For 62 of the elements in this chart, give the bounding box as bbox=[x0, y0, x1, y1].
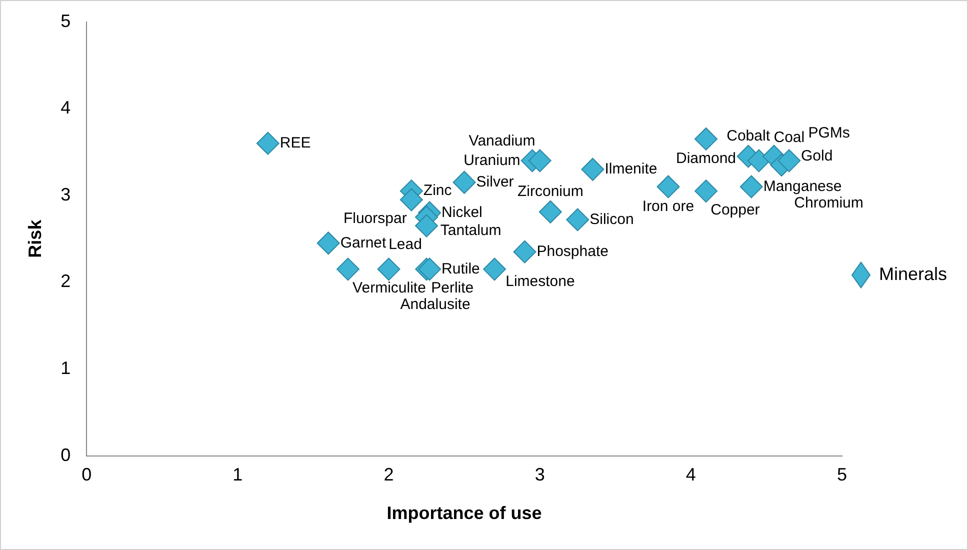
annotation: Limestone bbox=[506, 272, 575, 290]
annotation: Gold bbox=[801, 147, 833, 164]
x-tick-label: 0 bbox=[82, 464, 92, 485]
x-tick-label: 5 bbox=[836, 464, 847, 485]
x-tick-label: 3 bbox=[534, 464, 545, 485]
point bbox=[566, 208, 590, 232]
annotation: Uranium bbox=[464, 152, 520, 169]
y-tick-label: 0 bbox=[60, 444, 71, 465]
y-axis-title: Risk bbox=[24, 218, 45, 258]
y-tick-label: 4 bbox=[60, 98, 71, 118]
point bbox=[513, 240, 536, 264]
annotation: Iron ore bbox=[642, 198, 694, 215]
point bbox=[336, 258, 360, 281]
y-tick-label: 1 bbox=[60, 358, 71, 378]
point bbox=[740, 175, 763, 198]
y-tick-label: 5 bbox=[60, 10, 71, 31]
y-tick-label: 3 bbox=[60, 184, 71, 204]
point bbox=[747, 149, 770, 172]
annotation: Silver bbox=[476, 174, 514, 191]
annotation: Perlite bbox=[431, 279, 474, 296]
x-axis-title: Importance of use bbox=[386, 503, 542, 524]
annotation: Rutile bbox=[442, 260, 480, 278]
y-tick-label: 2 bbox=[60, 271, 71, 292]
annotation: Fluorspar bbox=[343, 210, 407, 227]
point bbox=[316, 232, 340, 255]
annotation: Lead bbox=[388, 236, 422, 254]
point bbox=[400, 188, 423, 212]
point bbox=[778, 149, 801, 172]
annotation: Cobalt bbox=[726, 127, 771, 144]
annotation: Chromium bbox=[794, 194, 864, 212]
annotation: REE bbox=[280, 134, 311, 152]
annotation: Zinc bbox=[423, 182, 452, 200]
annotation: Vermiculite bbox=[352, 279, 426, 296]
x-tick-label: 4 bbox=[686, 464, 696, 485]
point bbox=[538, 200, 562, 224]
x-tick-label: 2 bbox=[384, 464, 394, 485]
annotation: Nickel bbox=[442, 204, 482, 221]
annotation: Tantalum bbox=[440, 222, 502, 239]
annotation: Zirconium bbox=[517, 183, 584, 200]
point bbox=[694, 180, 718, 203]
annotation: Garnet bbox=[340, 234, 388, 252]
point bbox=[528, 149, 552, 172]
annotation: Silicon bbox=[590, 210, 634, 228]
legend-label: Minerals bbox=[878, 264, 948, 284]
annotation: Ilmenite bbox=[604, 160, 658, 178]
x-tick-label: 1 bbox=[232, 464, 243, 485]
point bbox=[694, 127, 718, 150]
point bbox=[415, 214, 438, 238]
annotation: Coal bbox=[774, 128, 805, 146]
annotation: Andalusite bbox=[400, 296, 470, 314]
point bbox=[452, 170, 476, 194]
point bbox=[581, 158, 604, 181]
point bbox=[256, 132, 280, 155]
annotation: PGMs bbox=[808, 124, 850, 142]
annotation: Diamond bbox=[676, 150, 736, 168]
annotation: Vanadium bbox=[468, 132, 536, 150]
annotation: Phosphate bbox=[536, 242, 608, 260]
annotation: Copper bbox=[710, 201, 760, 218]
point bbox=[656, 175, 680, 198]
annotation: Manganese bbox=[763, 178, 842, 195]
point bbox=[483, 258, 506, 281]
point bbox=[377, 258, 400, 281]
